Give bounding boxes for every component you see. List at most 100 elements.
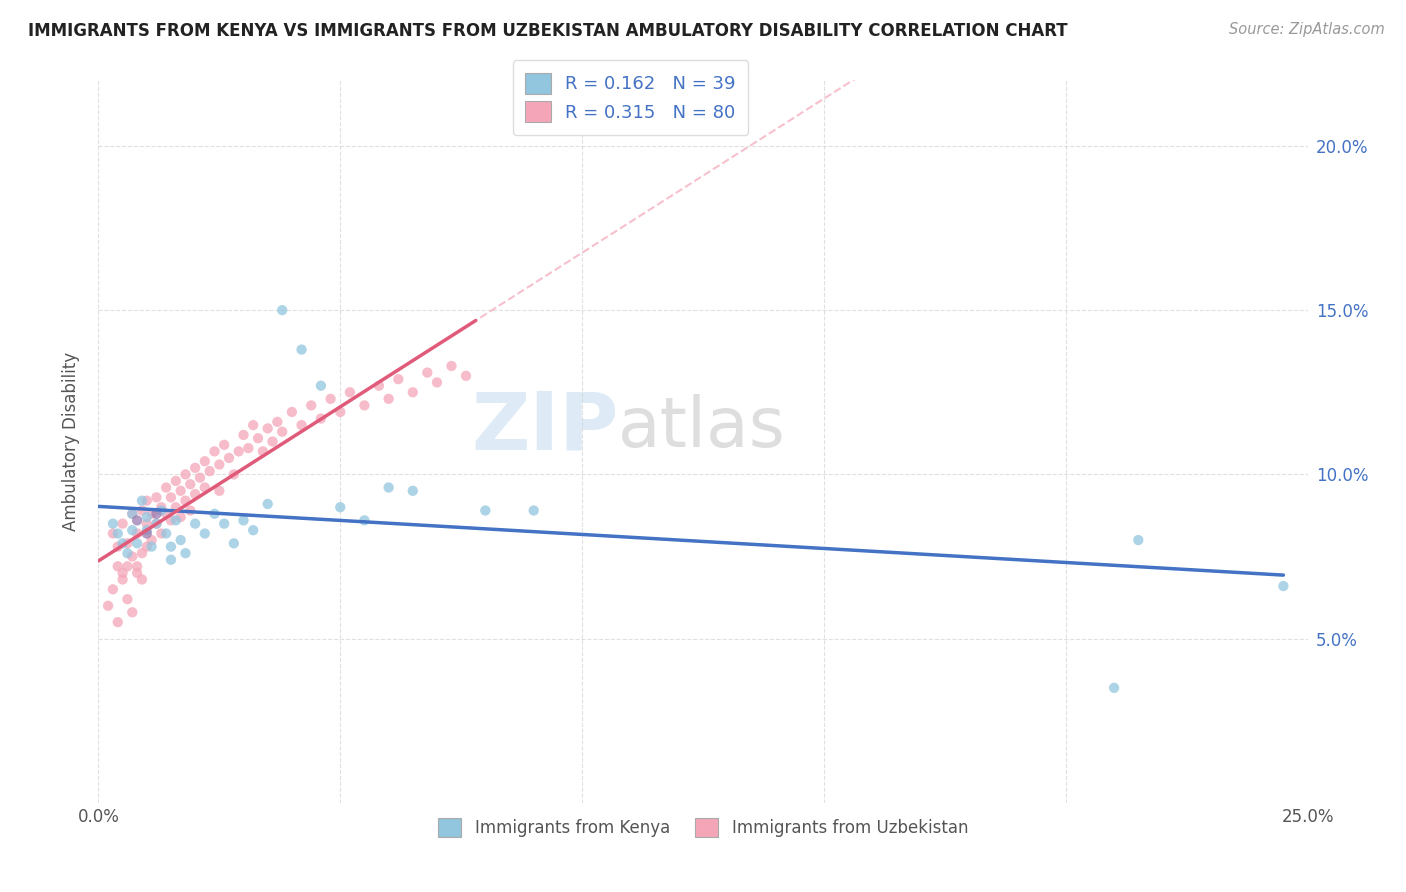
Point bbox=[222, 467, 245, 482]
Point bbox=[266, 415, 288, 429]
Point bbox=[228, 444, 250, 458]
Point bbox=[155, 507, 177, 521]
Point bbox=[184, 487, 207, 501]
Point bbox=[117, 546, 139, 560]
Point bbox=[107, 615, 129, 630]
Point bbox=[1128, 533, 1150, 547]
Point bbox=[165, 513, 187, 527]
Point bbox=[169, 533, 191, 547]
Point bbox=[155, 481, 177, 495]
Point bbox=[145, 516, 167, 531]
Point bbox=[169, 510, 191, 524]
Text: atlas: atlas bbox=[619, 393, 786, 460]
Point bbox=[145, 516, 167, 531]
Point bbox=[208, 483, 231, 498]
Point bbox=[101, 526, 124, 541]
Point bbox=[160, 540, 183, 554]
Point bbox=[1272, 579, 1295, 593]
Point bbox=[212, 438, 235, 452]
Point bbox=[416, 366, 439, 380]
Point bbox=[319, 392, 342, 406]
Point bbox=[377, 481, 399, 495]
Point bbox=[121, 549, 143, 564]
Text: IMMIGRANTS FROM KENYA VS IMMIGRANTS FROM UZBEKISTAN AMBULATORY DISABILITY CORREL: IMMIGRANTS FROM KENYA VS IMMIGRANTS FROM… bbox=[28, 22, 1067, 40]
Point bbox=[232, 428, 254, 442]
Point bbox=[135, 540, 157, 554]
Point bbox=[155, 526, 177, 541]
Point bbox=[222, 536, 245, 550]
Point bbox=[121, 507, 143, 521]
Point bbox=[117, 559, 139, 574]
Point bbox=[184, 460, 207, 475]
Point bbox=[242, 418, 264, 433]
Point bbox=[135, 523, 157, 537]
Point bbox=[131, 546, 153, 560]
Point bbox=[256, 497, 278, 511]
Point bbox=[454, 368, 477, 383]
Point bbox=[160, 553, 183, 567]
Point bbox=[339, 385, 361, 400]
Point bbox=[165, 474, 187, 488]
Point bbox=[174, 546, 197, 560]
Point bbox=[329, 500, 352, 515]
Point bbox=[145, 507, 167, 521]
Point bbox=[111, 573, 134, 587]
Point bbox=[127, 536, 149, 550]
Text: ZIP: ZIP bbox=[471, 388, 619, 467]
Point bbox=[1102, 681, 1125, 695]
Point bbox=[127, 526, 149, 541]
Point bbox=[194, 481, 217, 495]
Point bbox=[169, 483, 191, 498]
Point bbox=[256, 421, 278, 435]
Point bbox=[232, 513, 254, 527]
Point bbox=[440, 359, 463, 373]
Point bbox=[377, 392, 399, 406]
Point bbox=[290, 343, 312, 357]
Point bbox=[474, 503, 496, 517]
Point bbox=[117, 592, 139, 607]
Point bbox=[329, 405, 352, 419]
Point bbox=[101, 516, 124, 531]
Point bbox=[184, 516, 207, 531]
Point bbox=[523, 503, 546, 517]
Point bbox=[107, 526, 129, 541]
Point bbox=[107, 540, 129, 554]
Point bbox=[150, 503, 173, 517]
Point bbox=[353, 513, 375, 527]
Point bbox=[131, 573, 153, 587]
Point bbox=[194, 526, 217, 541]
Point bbox=[387, 372, 409, 386]
Point bbox=[252, 444, 274, 458]
Point bbox=[111, 566, 134, 580]
Point bbox=[111, 516, 134, 531]
Point bbox=[290, 418, 312, 433]
Point bbox=[179, 503, 201, 517]
Point bbox=[135, 516, 157, 531]
Point bbox=[135, 493, 157, 508]
Point bbox=[97, 599, 120, 613]
Point bbox=[281, 405, 304, 419]
Text: Source: ZipAtlas.com: Source: ZipAtlas.com bbox=[1229, 22, 1385, 37]
Point bbox=[299, 398, 322, 412]
Point bbox=[141, 533, 163, 547]
Point bbox=[271, 425, 294, 439]
Point bbox=[121, 523, 143, 537]
Y-axis label: Ambulatory Disability: Ambulatory Disability bbox=[62, 352, 80, 531]
Point bbox=[131, 503, 153, 517]
Point bbox=[402, 483, 425, 498]
Point bbox=[247, 431, 270, 445]
Point bbox=[135, 510, 157, 524]
Point bbox=[111, 536, 134, 550]
Point bbox=[179, 477, 201, 491]
Point bbox=[212, 516, 235, 531]
Point bbox=[204, 444, 226, 458]
Point bbox=[117, 536, 139, 550]
Point bbox=[160, 513, 183, 527]
Point bbox=[353, 398, 375, 412]
Point bbox=[402, 385, 425, 400]
Point bbox=[101, 582, 124, 597]
Point bbox=[131, 493, 153, 508]
Point bbox=[368, 378, 391, 392]
Point bbox=[174, 467, 197, 482]
Point bbox=[198, 464, 221, 478]
